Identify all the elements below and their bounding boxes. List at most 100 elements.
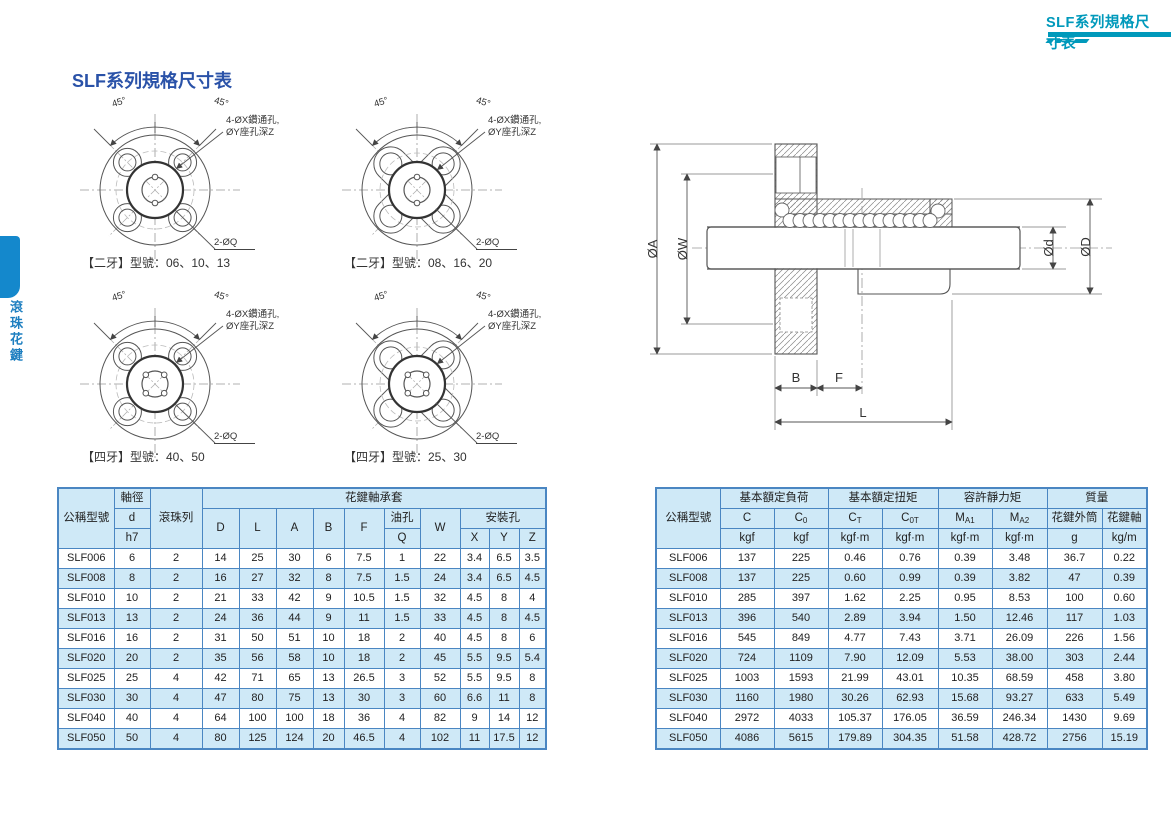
value-cell: 4 bbox=[383, 728, 421, 750]
value-cell: 4 bbox=[149, 688, 203, 709]
value-cell: 4.77 bbox=[827, 628, 883, 649]
value-cell: 18 bbox=[312, 708, 345, 729]
value-cell: 545 bbox=[719, 628, 775, 649]
value-cell: 4086 bbox=[719, 728, 775, 750]
value-cell: 4 bbox=[149, 728, 203, 750]
col-header-ball-rows: 滾珠列 bbox=[149, 487, 203, 549]
value-cell: 46.5 bbox=[343, 728, 385, 750]
value-cell: 13 bbox=[312, 688, 345, 709]
value-cell: 22 bbox=[419, 548, 461, 569]
value-cell: 11 bbox=[343, 608, 385, 629]
value-cell: 0.99 bbox=[881, 568, 939, 589]
value-cell: 137 bbox=[719, 568, 775, 589]
value-cell: 9 bbox=[312, 608, 345, 629]
value-cell: 18 bbox=[343, 628, 385, 649]
value-cell: 6.5 bbox=[488, 568, 520, 589]
value-cell: 51 bbox=[275, 628, 314, 649]
value-cell: 1980 bbox=[773, 688, 829, 709]
model-cell: SLF050 bbox=[655, 728, 721, 750]
oil-hole-callout: 2-ØQ bbox=[476, 237, 518, 250]
value-cell: 6.6 bbox=[459, 688, 490, 709]
value-cell: 47 bbox=[201, 688, 240, 709]
value-cell: 2 bbox=[383, 648, 421, 669]
value-cell: 10 bbox=[312, 648, 345, 669]
model-cell: SLF013 bbox=[655, 608, 721, 629]
value-cell: 4.5 bbox=[459, 608, 490, 629]
value-cell: 42 bbox=[201, 668, 240, 689]
value-cell: 225 bbox=[773, 568, 829, 589]
value-cell: 4.5 bbox=[518, 608, 547, 629]
top-accent-bar bbox=[1048, 32, 1171, 37]
unit-kgfm: kgf·m bbox=[991, 528, 1048, 549]
flange-drawing-cell: 45° 45° 4-ØX鑽通孔, ØY座孔深Z 2-ØQ 【二牙】型號：08、1… bbox=[330, 92, 592, 292]
col-header-W: W bbox=[419, 508, 461, 549]
value-cell: 124 bbox=[275, 728, 314, 750]
col-header-F: F bbox=[343, 508, 385, 549]
value-cell: 246.34 bbox=[991, 708, 1048, 729]
value-cell: 40 bbox=[419, 628, 461, 649]
col-group-basic-torque: 基本額定扭矩 bbox=[827, 487, 939, 509]
value-cell: 50 bbox=[238, 628, 277, 649]
value-cell: 60 bbox=[419, 688, 461, 709]
table-row: SLF006 137 225 0.46 0.76 0.39 3.48 36.7 0.22 bbox=[655, 548, 1148, 569]
value-cell: 27 bbox=[238, 568, 277, 589]
value-cell: 2 bbox=[383, 628, 421, 649]
dim-label-oa: ØA bbox=[645, 239, 660, 258]
value-cell: 5.53 bbox=[937, 648, 993, 669]
value-cell: 0.60 bbox=[827, 568, 883, 589]
value-cell: 4 bbox=[383, 708, 421, 729]
value-cell: 0.76 bbox=[881, 548, 939, 569]
value-cell: 540 bbox=[773, 608, 829, 629]
model-cell: SLF006 bbox=[57, 548, 115, 569]
oil-hole-callout: 2-ØQ bbox=[476, 431, 518, 444]
value-cell: 7.5 bbox=[343, 568, 385, 589]
value-cell: 2 bbox=[149, 608, 203, 629]
value-cell: 21.99 bbox=[827, 668, 883, 689]
table-row: SLF050 4086 5615 179.89 304.35 51.58 428.72 275… bbox=[655, 728, 1148, 750]
unit-kgm: kg/m bbox=[1101, 528, 1148, 549]
flange-drawing-cell: 45° 45° 4-ØX鑽通孔, ØY座孔深Z 2-ØQ 【二牙】型號：06、1… bbox=[68, 92, 330, 292]
table-row: SLF016 16 2 31 50 51 10 18 2 40 4.5 8 6 bbox=[57, 628, 547, 649]
value-cell: 6.5 bbox=[488, 548, 520, 569]
col-header-Q: Q bbox=[383, 528, 421, 549]
callout-line1: 4-ØX鑽通孔, bbox=[226, 309, 280, 320]
value-cell: 47 bbox=[1046, 568, 1103, 589]
value-cell: 16 bbox=[113, 628, 151, 649]
value-cell: 30 bbox=[343, 688, 385, 709]
value-cell: 50 bbox=[113, 728, 151, 750]
callout-line2: ØY座孔深Z bbox=[226, 127, 275, 139]
value-cell: 0.46 bbox=[827, 548, 883, 569]
value-cell: 304.35 bbox=[881, 728, 939, 750]
value-cell: 849 bbox=[773, 628, 829, 649]
value-cell: 52 bbox=[419, 668, 461, 689]
value-cell: 179.89 bbox=[827, 728, 883, 750]
value-cell: 30 bbox=[113, 688, 151, 709]
value-cell: 20 bbox=[113, 648, 151, 669]
value-cell: 4 bbox=[518, 588, 547, 609]
value-cell: 4.5 bbox=[459, 628, 490, 649]
value-cell: 51.58 bbox=[937, 728, 993, 750]
model-cell: SLF006 bbox=[655, 548, 721, 569]
value-cell: 3.4 bbox=[459, 568, 490, 589]
value-cell: 1.5 bbox=[383, 568, 421, 589]
model-cell: SLF010 bbox=[57, 588, 115, 609]
value-cell: 176.05 bbox=[881, 708, 939, 729]
dim-label-l: L bbox=[859, 405, 866, 420]
value-cell: 43.01 bbox=[881, 668, 939, 689]
value-cell: 26.5 bbox=[343, 668, 385, 689]
value-cell: 13 bbox=[113, 608, 151, 629]
value-cell: 18 bbox=[343, 648, 385, 669]
value-cell: 2 bbox=[149, 648, 203, 669]
accent-slashes-decoration bbox=[1045, 39, 1090, 43]
table-row: SLF010 10 2 21 33 42 9 10.5 1.5 32 4.5 8 4 bbox=[57, 588, 547, 609]
value-cell: 3.94 bbox=[881, 608, 939, 629]
value-cell: 11 bbox=[459, 728, 490, 750]
value-cell: 62.93 bbox=[881, 688, 939, 709]
col-header-shaft-mass: 花鍵軸 bbox=[1101, 508, 1148, 529]
value-cell: 14 bbox=[201, 548, 240, 569]
col-header-C0: C0 bbox=[773, 508, 829, 529]
value-cell: 8 bbox=[488, 628, 520, 649]
col-header-X: X bbox=[459, 528, 490, 549]
value-cell: 75 bbox=[275, 688, 314, 709]
value-cell: 5.5 bbox=[459, 648, 490, 669]
